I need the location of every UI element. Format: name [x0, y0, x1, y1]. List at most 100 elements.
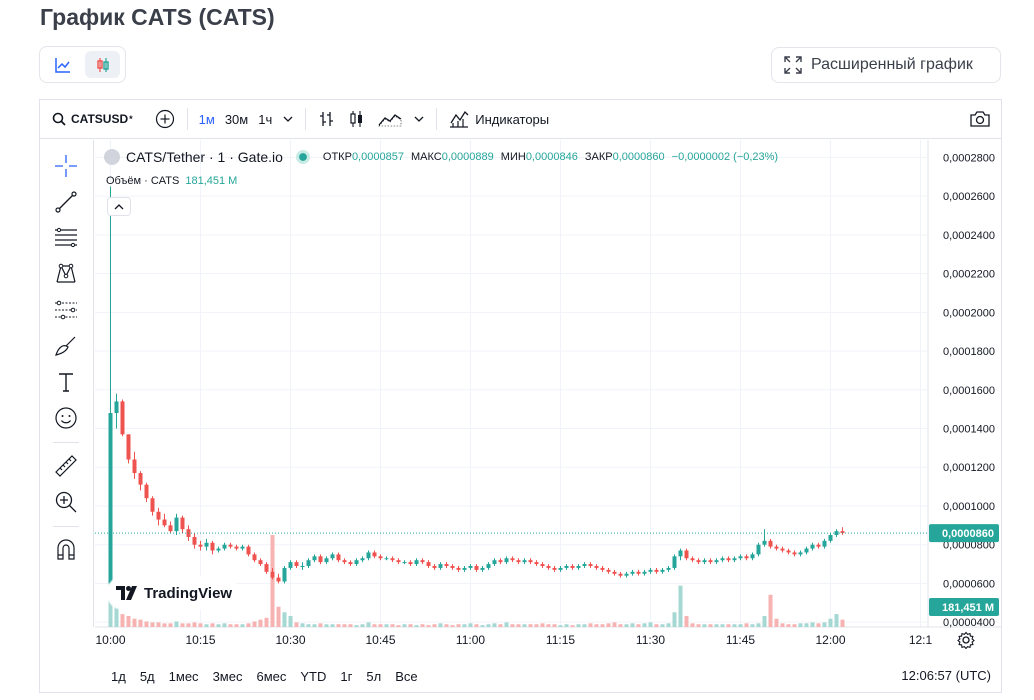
- compare-button[interactable]: [149, 100, 181, 139]
- volume-bar: [792, 624, 797, 627]
- candle-body: [450, 566, 455, 568]
- timeframe-dropdown[interactable]: [277, 100, 299, 139]
- candle-body: [162, 519, 167, 526]
- volume-bar: [546, 624, 551, 627]
- volume-bar: [558, 625, 563, 627]
- candle-body: [750, 554, 755, 559]
- tradingview-icon: [116, 586, 137, 600]
- candle-body: [720, 558, 725, 561]
- candle-body: [366, 552, 371, 559]
- chart-type-dropdown[interactable]: [408, 100, 430, 139]
- candle-body: [264, 564, 269, 572]
- axis-settings-icon[interactable]: [957, 631, 975, 649]
- volume-bar: [798, 623, 803, 627]
- pattern-tool[interactable]: [52, 260, 80, 288]
- advanced-chart-button[interactable]: Расширенный график: [771, 47, 1001, 83]
- volume-bar: [642, 623, 647, 627]
- price-chart[interactable]: 0,0000400 0,0000600 0,0000800 0,0001000 0,00…: [40, 100, 1001, 659]
- volume-bar: [384, 624, 389, 627]
- timeframe-1m[interactable]: 1м: [198, 111, 215, 127]
- candle-body: [330, 554, 335, 559]
- volume-bar: [150, 622, 155, 627]
- range-1y[interactable]: 1г: [340, 668, 353, 684]
- volume-bar: [174, 621, 179, 627]
- volume-bar: [600, 624, 605, 627]
- expand-icon: [784, 56, 802, 74]
- range-all[interactable]: Все: [395, 668, 418, 684]
- volume-bar: [702, 624, 707, 627]
- volume-bar: [720, 624, 725, 627]
- search-icon: [52, 112, 66, 126]
- candle-body: [210, 542, 215, 551]
- candle-body: [558, 567, 563, 570]
- candle-body: [390, 558, 395, 561]
- range-5y[interactable]: 5л: [366, 668, 382, 684]
- volume-bar: [240, 624, 245, 627]
- timeframe-1h[interactable]: 1ч: [258, 111, 273, 127]
- range-3mo[interactable]: 3мес: [212, 668, 243, 684]
- magnet-icon: [57, 539, 75, 560]
- volume-bar: [756, 623, 761, 627]
- drawing-toolbar: [40, 140, 94, 627]
- timeframe-30m[interactable]: 30м: [224, 111, 249, 127]
- candles-icon: [350, 111, 363, 127]
- range-ytd[interactable]: YTD: [300, 668, 327, 684]
- crosshair-tool[interactable]: [52, 152, 80, 180]
- indicators-icon: [450, 110, 469, 128]
- zoom-in-tool[interactable]: [52, 488, 80, 516]
- trend-line-tool[interactable]: [52, 188, 80, 216]
- candle-body: [288, 562, 293, 568]
- collapse-legend-button[interactable]: [107, 197, 131, 216]
- volume-bar: [816, 623, 821, 627]
- text-tool[interactable]: [52, 368, 80, 396]
- advanced-chart-label: Расширенный график: [811, 56, 973, 73]
- candle-body: [780, 548, 785, 551]
- volume-bar: [114, 606, 119, 627]
- area-style-button[interactable]: [372, 100, 408, 139]
- candle-body: [432, 566, 437, 568]
- magnet-tool[interactable]: [52, 536, 80, 564]
- volume-bar: [342, 624, 347, 627]
- last-volume-tag: [929, 598, 999, 616]
- screenshot-button[interactable]: [963, 100, 1001, 139]
- candle-body: [258, 560, 263, 565]
- ruler-tool[interactable]: [52, 452, 80, 480]
- volume-bar: [828, 618, 833, 627]
- volume-bar: [366, 622, 371, 627]
- symbol-search[interactable]: CATSUSD *: [40, 100, 139, 139]
- candle-body: [360, 558, 365, 561]
- last-volume-label: 181,451 M: [942, 602, 994, 614]
- crosshair-icon: [55, 155, 77, 177]
- volume-bar: [270, 535, 275, 627]
- tradingview-logo[interactable]: TradingView: [108, 577, 238, 609]
- market-status-dot[interactable]: [295, 150, 310, 164]
- volume-bar: [762, 615, 767, 627]
- candle-body: [684, 550, 689, 559]
- volume-bar: [648, 622, 653, 627]
- projection-tool[interactable]: [52, 296, 80, 324]
- range-1d[interactable]: 1д: [111, 668, 126, 684]
- fib-tool[interactable]: [52, 224, 80, 252]
- bar-style-button[interactable]: [312, 100, 342, 139]
- candle-style-button[interactable]: [342, 100, 372, 139]
- candle-body: [468, 566, 473, 568]
- candle-chart-mode-button[interactable]: [85, 51, 120, 78]
- candle-body: [528, 560, 533, 563]
- volume-bar: [378, 624, 383, 627]
- brush-tool[interactable]: [52, 332, 80, 360]
- utc-clock[interactable]: 12:06:57 (UTC): [901, 668, 991, 683]
- candle-body: [312, 556, 317, 561]
- volume-legend: Объём · CATS 181,451 M: [106, 175, 237, 187]
- volume-bar: [504, 622, 509, 627]
- volume-bar: [678, 585, 683, 627]
- range-5d[interactable]: 5д: [139, 668, 155, 684]
- range-1mo[interactable]: 1мес: [168, 668, 199, 684]
- high-value: 0,0000889: [441, 151, 494, 163]
- horizontal-lines-icon: [55, 227, 77, 248]
- volume-bar: [264, 617, 269, 627]
- line-chart-mode-button[interactable]: [45, 51, 80, 78]
- emoji-tool[interactable]: [52, 404, 80, 432]
- indicators-button[interactable]: Индикаторы: [443, 100, 555, 139]
- candle-body: [642, 571, 647, 574]
- range-6mo[interactable]: 6мес: [256, 668, 287, 684]
